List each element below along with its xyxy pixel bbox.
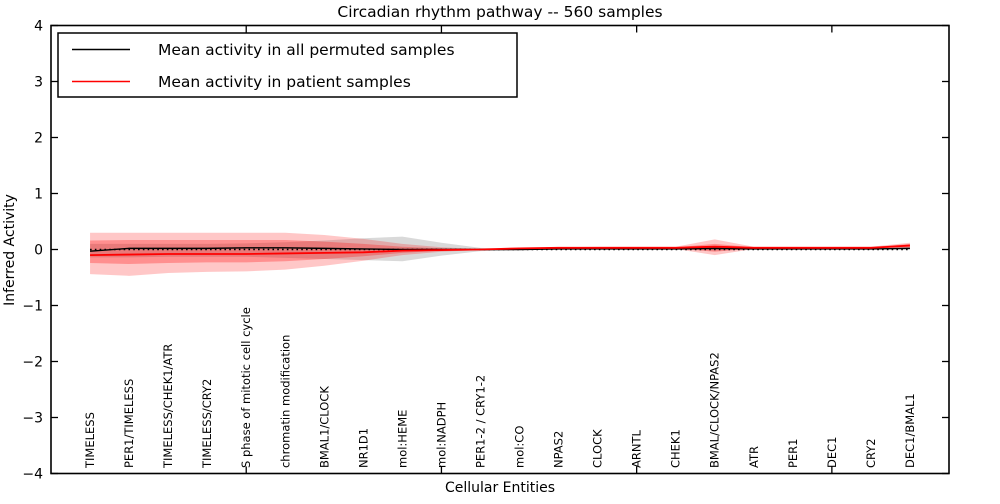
x-axis-label: Cellular Entities [445, 480, 555, 496]
y-tick-label: −2 [22, 355, 43, 371]
y-tick-label: 4 [34, 19, 43, 35]
x-category-label: DEC1/BMAL1 [903, 393, 917, 468]
chart-title: Circadian rhythm pathway -- 560 samples [337, 3, 662, 21]
legend-label-permuted: Mean activity in all permuted samples [158, 41, 455, 59]
x-category-label: CLOCK [591, 429, 605, 468]
mean-line-patient [90, 244, 911, 256]
legend: Mean activity in all permuted samples Me… [57, 32, 518, 98]
x-category-label: BMAL1/CLOCK [317, 386, 331, 468]
x-category-label: BMAL/CLOCK/NPAS2 [708, 352, 722, 468]
legend-box [57, 32, 518, 98]
y-tick-label: 1 [34, 187, 43, 203]
y-tick-label: −4 [22, 467, 43, 483]
x-category-label: chromatin modification [278, 335, 292, 468]
x-category-label: mol:HEME [395, 410, 409, 468]
patient-inner-band [90, 239, 910, 265]
x-category-label: CHEK1 [669, 429, 683, 468]
y-tick-label: −3 [22, 411, 43, 427]
y-axis-label: Inferred Activity [2, 194, 18, 306]
patient-outer-band [90, 232, 910, 276]
x-category-label: PER1/TIMELESS [122, 379, 136, 468]
x-category-label: S phase of mitotic cell cycle [239, 307, 253, 468]
x-category-label: ATR [747, 446, 761, 468]
x-category-label: PER1 [786, 438, 800, 468]
legend-label-patient: Mean activity in patient samples [158, 73, 411, 91]
y-tick-label: −1 [22, 299, 43, 315]
x-category-label: TIMELESS/CHEK1/ATR [161, 344, 175, 469]
x-category-label: mol:NADPH [434, 402, 448, 468]
x-category-label: ARNTL [630, 430, 644, 468]
x-category-label: mol:CO [513, 426, 527, 468]
y-tick-label: 0 [34, 243, 43, 259]
tick-layer: 4 3 2 1 0 −1 −2 −3 −4 TIMELESS PER1/TIMELESS TIMELE… [22, 19, 949, 483]
x-category-label: TIMELESS [83, 412, 97, 469]
y-tick-label: 3 [34, 75, 43, 91]
x-category-label: NR1D1 [356, 428, 370, 468]
x-category-label: NPAS2 [552, 431, 566, 468]
x-category-label: TIMELESS/CRY2 [200, 379, 214, 469]
plot-area [89, 232, 911, 276]
x-category-label: CRY2 [864, 438, 878, 468]
x-category-label: PER1-2 / CRY1-2 [473, 375, 487, 468]
x-category-label: DEC1 [825, 437, 839, 468]
y-tick-label: 2 [34, 131, 43, 147]
